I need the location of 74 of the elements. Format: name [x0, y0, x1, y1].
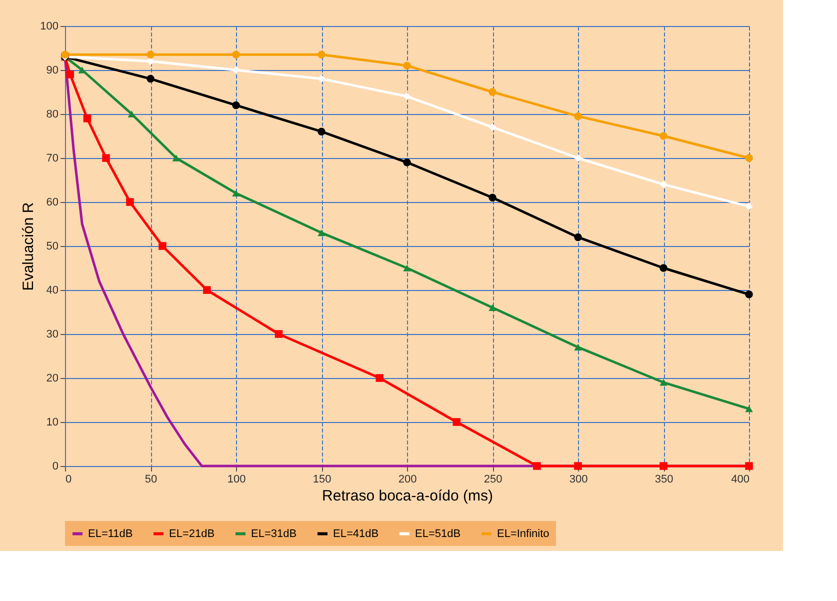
point — [232, 190, 240, 197]
y-tick-label: 40 — [46, 284, 58, 296]
point — [488, 304, 496, 311]
point — [745, 405, 753, 412]
point — [83, 114, 92, 122]
point — [203, 286, 211, 294]
x-tick-label: 400 — [731, 474, 750, 486]
point — [745, 290, 753, 298]
y-tick-label: 0 — [52, 460, 58, 472]
x-tick-label: 0 — [66, 474, 72, 486]
point — [318, 74, 326, 83]
point — [126, 198, 134, 206]
point — [66, 70, 74, 78]
point — [232, 101, 240, 110]
legend-label: EL=21dB — [169, 528, 215, 540]
point — [274, 330, 283, 338]
x-tick-label: 300 — [569, 474, 588, 486]
legend-label: EL=11dB — [88, 528, 133, 540]
point — [574, 112, 582, 120]
y-tick-label: 30 — [46, 328, 58, 340]
point — [403, 158, 411, 166]
y-tick-label: 70 — [46, 152, 58, 164]
x-tick-label: 250 — [484, 474, 502, 486]
x-tick-label: 100 — [227, 474, 246, 486]
point — [488, 123, 496, 132]
point — [574, 233, 582, 242]
point — [158, 242, 166, 250]
legend-label: EL=31dB — [251, 528, 297, 540]
point — [660, 180, 668, 188]
point — [232, 66, 240, 74]
point — [318, 50, 326, 58]
point — [146, 74, 154, 83]
legend-label: EL=Infinito — [497, 528, 550, 540]
point — [745, 462, 753, 470]
point — [61, 50, 69, 58]
point — [745, 154, 753, 162]
point — [146, 57, 154, 66]
legend-label: EL=51dB — [415, 528, 461, 540]
point — [660, 132, 668, 140]
point — [488, 88, 496, 96]
point — [574, 462, 582, 470]
x-tick-label: 350 — [654, 474, 674, 486]
point — [574, 344, 582, 351]
point — [660, 379, 668, 386]
x-tick-label: 50 — [144, 474, 158, 486]
point — [172, 154, 180, 162]
point — [533, 462, 541, 470]
point — [574, 154, 582, 162]
y-tick-label: 80 — [46, 108, 58, 120]
point — [452, 418, 460, 426]
y-tick-label: 100 — [40, 20, 58, 32]
point — [488, 194, 496, 202]
point — [318, 229, 326, 236]
y-tick-label: 90 — [46, 64, 58, 76]
y-tick-label: 60 — [46, 196, 58, 208]
y-tick-label: 10 — [46, 416, 58, 428]
x-tick-label: 200 — [398, 474, 417, 486]
legend-label: EL=41dB — [333, 528, 379, 540]
point — [318, 128, 326, 136]
point — [102, 154, 110, 162]
point — [403, 92, 411, 100]
point — [146, 50, 154, 58]
y-axis-title: Evaluación R — [20, 202, 38, 291]
point — [232, 50, 240, 58]
y-tick-label: 50 — [46, 240, 58, 252]
point — [403, 62, 411, 70]
point — [660, 462, 668, 470]
x-axis-title: Retraso boca-a-oído (ms) — [322, 488, 493, 504]
y-tick-label: 20 — [46, 372, 58, 384]
point — [745, 202, 753, 210]
x-tick-label: 150 — [312, 474, 332, 486]
point — [403, 264, 411, 272]
point — [376, 374, 384, 382]
point — [660, 264, 668, 272]
